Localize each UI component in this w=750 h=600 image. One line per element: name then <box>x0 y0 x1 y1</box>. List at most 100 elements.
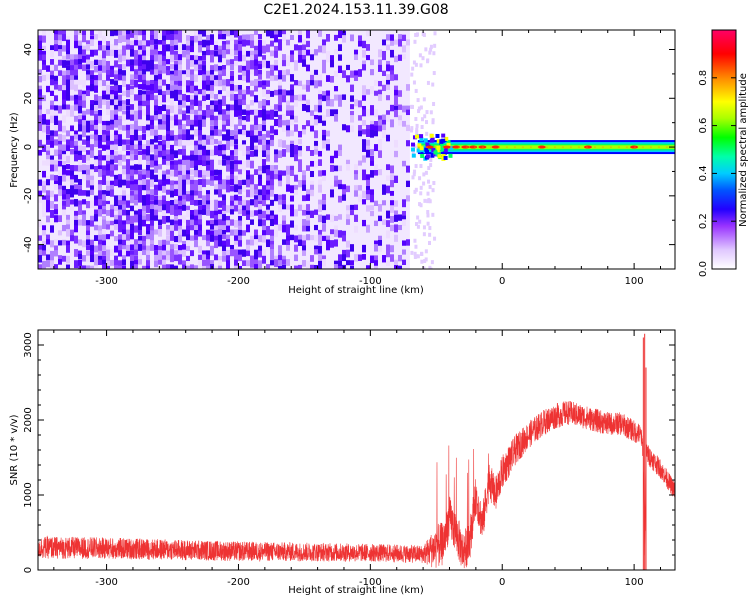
heatmap-cell <box>166 184 170 193</box>
heatmap-cell <box>262 235 266 243</box>
heatmap-cell <box>234 144 238 150</box>
heatmap-cell <box>138 95 142 101</box>
heatmap-cell <box>102 190 106 197</box>
heatmap-cell <box>142 64 146 72</box>
heatmap-cell <box>162 120 166 128</box>
heatmap-cell <box>270 109 274 117</box>
heatmap-cell <box>382 119 386 127</box>
heatmap-cell <box>114 134 118 143</box>
heatmap-cell <box>366 205 370 212</box>
heatmap-cell <box>90 134 94 142</box>
heatmap-cell <box>66 240 70 246</box>
heatmap-cell <box>170 120 174 128</box>
heatmap-cell <box>270 30 274 39</box>
heatmap-cell <box>306 234 310 241</box>
heatmap-cell <box>406 239 410 246</box>
heatmap-cell <box>258 50 262 57</box>
heatmap-cell <box>242 54 246 62</box>
heatmap-cell <box>222 220 226 228</box>
heatmap-cell <box>138 45 142 51</box>
heatmap-cell <box>418 202 422 207</box>
heatmap-cell <box>118 54 122 63</box>
heatmap-cell <box>82 190 86 196</box>
heatmap-cell <box>218 110 222 116</box>
heatmap-cell <box>182 199 186 206</box>
heatmap-cell <box>386 95 390 101</box>
heatmap-cell <box>254 79 258 87</box>
signal-peak <box>583 145 592 149</box>
heatmap-cell <box>366 44 370 51</box>
heatmap-cell <box>254 254 258 263</box>
heatmap-cell <box>162 180 166 189</box>
heatmap-cell <box>234 60 238 67</box>
heatmap-cell <box>218 74 222 80</box>
heatmap-cell <box>126 180 130 189</box>
heatmap-cell <box>346 125 350 133</box>
heatmap-cell <box>250 189 254 198</box>
heatmap-cell <box>278 170 282 177</box>
heatmap-cell <box>130 89 134 96</box>
heatmap-cell <box>390 245 394 253</box>
heatmap-cell <box>222 85 226 92</box>
heatmap-cell <box>42 199 46 207</box>
heatmap-cell <box>214 215 218 223</box>
heatmap-cell <box>126 44 130 53</box>
heatmap-cell <box>54 34 58 41</box>
bottom-ylabel: SNR (10 * v/v) <box>9 414 20 485</box>
heatmap-cell <box>354 164 358 171</box>
heatmap-cell <box>206 109 210 118</box>
heatmap-cell <box>198 149 202 158</box>
heatmap-cell <box>266 154 270 162</box>
heatmap-cell <box>138 184 142 193</box>
heatmap-cell <box>370 149 374 156</box>
heatmap-cell <box>150 59 154 67</box>
heatmap-cell <box>54 264 58 269</box>
heatmap-cell <box>42 195 46 202</box>
heatmap-cell <box>158 229 162 237</box>
heatmap-cell <box>62 194 66 200</box>
heatmap-cell <box>431 118 435 123</box>
heatmap-cell <box>98 225 102 231</box>
heatmap-cell <box>286 244 290 251</box>
heatmap-cell <box>182 164 186 172</box>
heatmap-cell <box>78 250 82 258</box>
heatmap-cell <box>198 34 202 42</box>
heatmap-cell <box>334 239 338 247</box>
heatmap-cell <box>46 65 50 72</box>
heatmap-cell <box>190 69 194 75</box>
heatmap-cell <box>102 250 106 256</box>
heatmap-cell <box>222 234 226 240</box>
heatmap-cell <box>50 140 54 148</box>
heatmap-cell <box>414 244 418 249</box>
heatmap-cell <box>110 110 114 118</box>
heatmap-cell <box>106 80 110 89</box>
heatmap-cell <box>382 219 386 225</box>
heatmap-cell <box>266 194 270 201</box>
heatmap-cell <box>138 259 142 265</box>
heatmap-cell <box>294 100 298 107</box>
heatmap-cell <box>394 234 398 242</box>
heatmap-cell <box>222 79 226 87</box>
heatmap-cell <box>322 175 326 182</box>
heatmap-cell <box>66 95 70 101</box>
heatmap-cell <box>54 30 58 35</box>
heatmap-cell <box>158 184 162 191</box>
heatmap-cell <box>266 169 270 177</box>
heatmap-cell <box>374 200 378 206</box>
heatmap-cell <box>202 39 206 48</box>
heatmap-cell <box>230 219 234 226</box>
heatmap-cell <box>306 225 310 232</box>
heatmap-cell <box>114 195 118 204</box>
heatmap-cell <box>186 194 190 202</box>
heatmap-cell <box>118 234 122 241</box>
heatmap-cell <box>170 209 174 215</box>
heatmap-cell <box>238 174 242 182</box>
heatmap-cell <box>433 236 437 241</box>
heatmap-cell <box>178 164 182 171</box>
heatmap-cell <box>170 34 174 42</box>
heatmap-cell <box>286 69 290 76</box>
heatmap-cell <box>122 249 126 258</box>
heatmap-cell <box>226 40 230 46</box>
heatmap-cell <box>174 50 178 58</box>
heatmap-cell <box>94 205 98 212</box>
